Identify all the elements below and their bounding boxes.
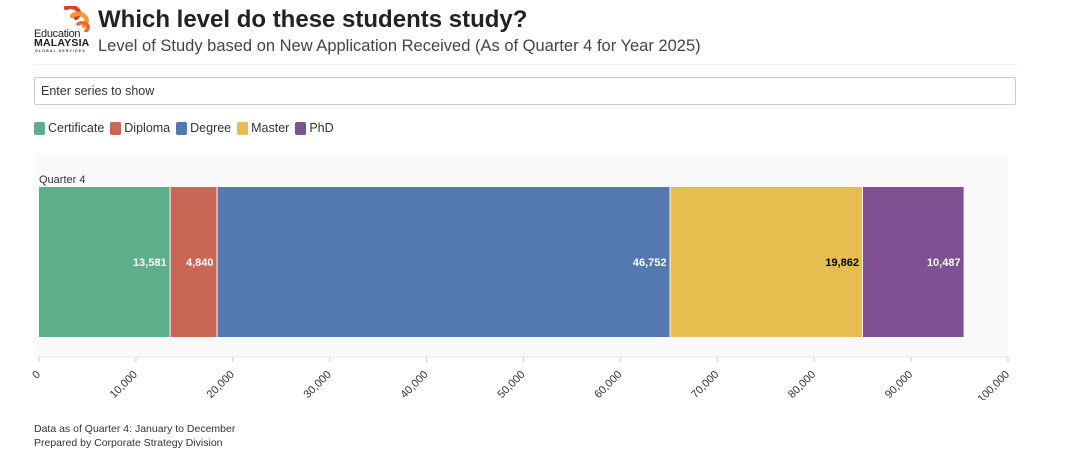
x-tick-label: 90,000 — [883, 369, 915, 400]
legend-label: Diploma — [124, 121, 171, 135]
chart-subtitle: Level of Study based on New Application … — [98, 37, 701, 55]
legend-item-certificate[interactable]: Certificate — [34, 121, 104, 135]
logo-text-education: Education — [34, 28, 81, 40]
x-tick-label: 60,000 — [592, 369, 624, 400]
logo-mark-icon — [63, 6, 90, 32]
data-label-degree: 46,752 — [633, 257, 667, 269]
legend-swatch — [110, 121, 122, 135]
x-tick-label: 10,000 — [108, 369, 140, 400]
x-tick-label: 0 — [30, 369, 43, 382]
education-malaysia-logo: Education MALAYSIA GLOBAL SERVICES — [34, 6, 94, 58]
category-label: Quarter 4 — [39, 174, 85, 186]
bar-certificate[interactable] — [39, 187, 170, 337]
footer-prepared-by: Prepared by Corporate Strategy Division — [34, 437, 223, 449]
chart-title: Which level do these students study? — [98, 6, 528, 33]
bar-master[interactable] — [670, 187, 862, 337]
data-label-diploma: 4,840 — [186, 257, 214, 269]
data-label-master: 19,862 — [825, 257, 859, 269]
legend: Certificate Diploma Degree Master PhD — [34, 120, 340, 136]
x-tick-label: 50,000 — [495, 369, 527, 400]
footer-data-note: Data as of Quarter 4: January to Decembe… — [34, 423, 236, 435]
legend-label: PhD — [309, 121, 334, 135]
legend-item-degree[interactable]: Degree — [176, 121, 231, 135]
legend-label: Degree — [190, 121, 232, 135]
logo-text-malaysia: MALAYSIA — [34, 37, 90, 49]
x-tick-label: 30,000 — [302, 369, 334, 400]
legend-item-phd[interactable]: PhD — [295, 121, 334, 135]
x-tick-label: 80,000 — [786, 369, 818, 400]
data-label-phd: 10,487 — [927, 257, 961, 269]
legend-item-diploma[interactable]: Diploma — [110, 121, 170, 135]
stacked-bar-chart: Quarter 4 13,581 4,840 46,752 19,862 10,487 0 1… — [30, 153, 1013, 400]
logo-text-global-services: GLOBAL SERVICES — [35, 49, 86, 53]
legend-label: Master — [251, 121, 290, 135]
x-tick-label: 40,000 — [398, 369, 430, 400]
bar-diploma[interactable] — [170, 187, 217, 337]
x-tick-label: 20,000 — [205, 369, 237, 400]
legend-swatch — [295, 121, 307, 135]
data-label-certificate: 13,581 — [133, 257, 167, 269]
series-filter[interactable] — [34, 77, 1016, 105]
legend-swatch — [34, 121, 45, 135]
footer: Data as of Quarter 4: January to Decembe… — [34, 422, 235, 450]
x-tick-label: 100,000 — [976, 369, 1013, 400]
legend-item-master[interactable]: Master — [237, 121, 289, 135]
header-divider — [34, 64, 1018, 65]
series-filter-input[interactable] — [35, 78, 1015, 104]
legend-swatch — [237, 121, 249, 135]
x-tick-label: 70,000 — [689, 369, 721, 400]
header: Education MALAYSIA GLOBAL SERVICES Which… — [34, 6, 1024, 62]
bar-phd[interactable] — [862, 187, 964, 337]
bar-degree[interactable] — [217, 187, 670, 337]
legend-swatch — [176, 121, 188, 135]
legend-label: Certificate — [48, 121, 105, 135]
